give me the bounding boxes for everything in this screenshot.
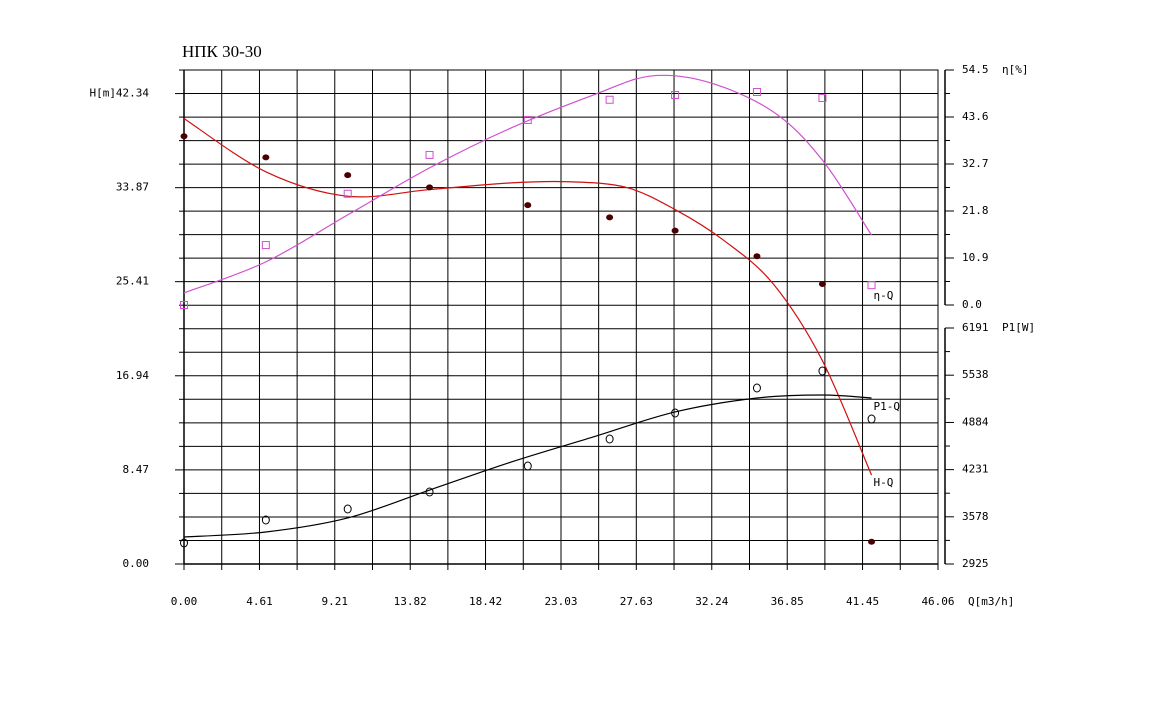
y2-tick-label: 43.6 [962,110,989,123]
data-point [752,87,761,96]
x-tick-label: 0.00 [171,595,198,608]
y-tick-label: 33.87 [116,181,149,194]
data-point [426,184,434,191]
chart-title: НПК 30-30 [182,42,262,61]
data-point [605,434,614,444]
y3-tick-label: 4884 [962,415,989,428]
data-point [523,116,532,125]
data-point [818,366,827,376]
data-point [261,241,270,250]
data-point [868,538,876,545]
x-tick-label: 9.21 [322,595,349,608]
data-point [425,150,434,159]
data-point [818,281,826,287]
data-point [180,301,188,309]
data-point [606,214,614,221]
x-tick-label: 4.61 [246,595,273,608]
fit-curve [183,74,873,294]
series-label: η-Q [874,289,894,302]
x-tick-label: 18.42 [469,595,502,608]
x-tick-label: 13.82 [394,595,427,608]
data-point [867,281,876,290]
data-point [818,94,827,103]
y3-tick-label: 6191 [962,321,989,334]
y3-axis-label: P1[W] [1002,321,1035,334]
y2-tick-label: 10.9 [962,251,989,264]
y2-tick-label: 21.8 [962,204,989,217]
data-point [343,504,352,514]
y2-tick-label: 32.7 [962,157,989,170]
data-point [344,172,352,179]
y-tick-label: 0.00 [123,557,150,570]
y3-tick-label: 5538 [962,368,989,381]
y-tick-label: 25.41 [116,275,149,288]
x-tick-label: 41.45 [846,595,879,608]
data-point [671,408,680,418]
x-tick-label: 32.24 [695,595,728,608]
data-point [671,91,680,100]
series-label: P1-Q [874,400,901,413]
x-tick-label: 36.85 [771,595,804,608]
data-point [867,414,876,424]
y2-axis-label: η[%] [1002,63,1029,76]
data-point [752,383,761,393]
data-point [605,95,614,104]
y3-tick-label: 3578 [962,510,989,523]
series-label: H-Q [874,476,894,489]
data-point [753,253,761,260]
fit-curve [183,117,873,476]
data-point [671,227,679,234]
data-point [425,487,434,497]
y-axis-label: H[m] [90,87,117,100]
x-tick-label: 27.63 [620,595,653,608]
data-point [523,461,532,471]
y3-tick-label: 2925 [962,557,989,570]
y2-tick-label: 54.5 [962,63,989,76]
x-tick-label: 46.06 [921,595,954,608]
data-point [180,538,188,548]
x-axis-label: Q[m3/h] [968,595,1014,608]
data-point [261,515,270,525]
y-tick-label: 8.47 [123,463,150,476]
x-tick-label: 23.03 [544,595,577,608]
data-point [343,189,352,198]
data-point [180,133,188,140]
data-point [524,202,532,209]
data-point [262,154,270,161]
y-tick-label: 42.34 [116,87,149,100]
y-tick-label: 16.94 [116,369,149,382]
y2-tick-label: 0.0 [962,298,982,311]
y3-tick-label: 4231 [962,463,989,476]
fit-curve [183,394,872,538]
